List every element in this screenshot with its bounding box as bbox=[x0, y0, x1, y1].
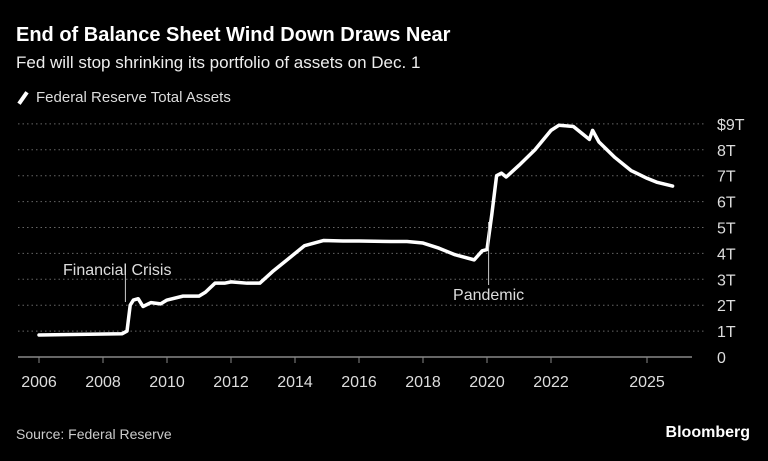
x-tick-label: 2010 bbox=[149, 374, 185, 391]
legend: Federal Reserve Total Assets bbox=[16, 89, 231, 106]
chart-title: End of Balance Sheet Wind Down Draws Nea… bbox=[16, 24, 451, 46]
annotation-financial-crisis: Financial Crisis bbox=[63, 262, 171, 279]
y-tick-label: $9T bbox=[717, 117, 745, 134]
x-tick-label: 2012 bbox=[213, 374, 249, 391]
series-line bbox=[37, 123, 675, 337]
x-tick-label: 2022 bbox=[533, 374, 569, 391]
y-tick-label: 1T bbox=[717, 324, 736, 341]
bloomberg-logo: Bloomberg bbox=[665, 424, 750, 441]
y-tick-label: 8T bbox=[717, 143, 736, 160]
chart-subtitle: Fed will stop shrinking its portfolio of… bbox=[16, 53, 421, 72]
y-tick-label: 0 bbox=[717, 350, 726, 367]
y-tick-label: 2T bbox=[717, 298, 736, 315]
y-tick-label: 7T bbox=[717, 169, 736, 186]
y-tick-label: 4T bbox=[717, 246, 736, 263]
source-note: Source: Federal Reserve bbox=[16, 426, 172, 442]
y-tick-label: 3T bbox=[717, 272, 736, 289]
x-tick-label: 2025 bbox=[629, 374, 665, 391]
x-tick-label: 2018 bbox=[405, 374, 441, 391]
x-tick-label: 2008 bbox=[85, 374, 121, 391]
x-tick-label: 2014 bbox=[277, 374, 313, 391]
legend-label: Federal Reserve Total Assets bbox=[36, 89, 231, 106]
annotation-pandemic: Pandemic bbox=[453, 287, 524, 304]
x-tick-label: 2006 bbox=[21, 374, 57, 391]
y-tick-label: 6T bbox=[717, 195, 736, 212]
x-tick-label: 2016 bbox=[341, 374, 377, 391]
x-tick-label: 2020 bbox=[469, 374, 505, 391]
y-tick-label: 5T bbox=[717, 221, 736, 238]
